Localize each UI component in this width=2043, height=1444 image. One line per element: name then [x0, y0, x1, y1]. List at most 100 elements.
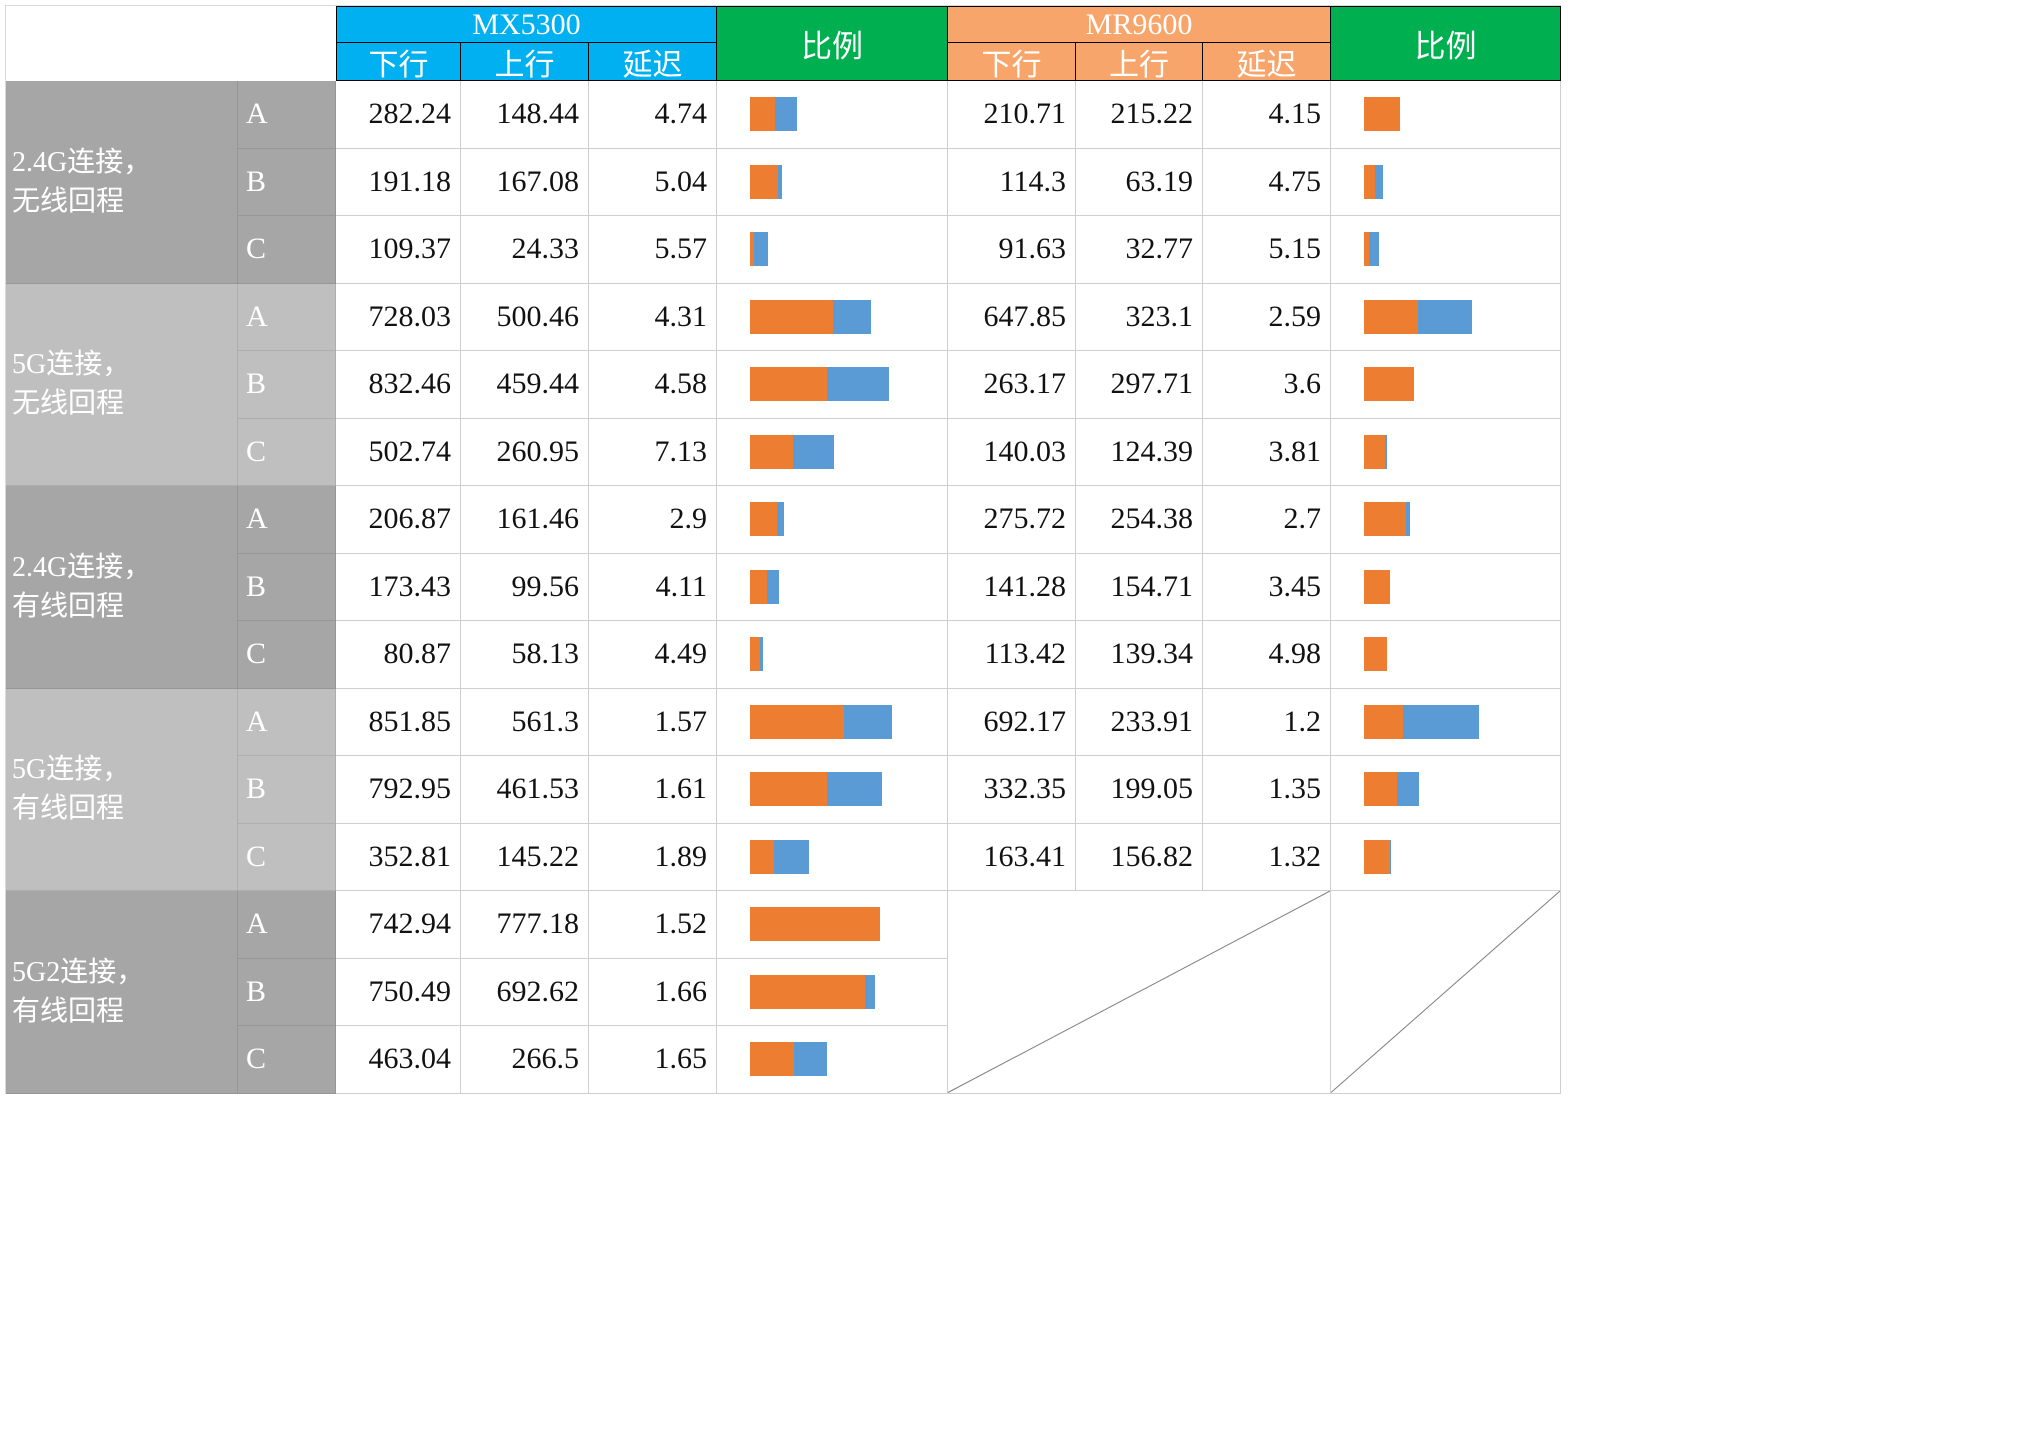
row-label: A — [238, 891, 336, 959]
mr-latency-cell: 2.59 — [1203, 283, 1331, 351]
group-label-line1: 5G连接， — [12, 754, 131, 786]
uplink-bar — [750, 772, 827, 807]
uplink-bar — [750, 367, 827, 402]
mx-ratio-cell — [717, 891, 948, 959]
mr-up-cell: 215.22 — [1076, 81, 1203, 149]
ratio-bar — [1364, 839, 1560, 874]
mr-ratio-cell — [1331, 148, 1561, 216]
uplink-bar — [750, 1042, 795, 1077]
mx-up-cell: 148.44 — [461, 81, 589, 149]
ratio-bar — [750, 164, 947, 199]
mx-up-cell: 24.33 — [461, 216, 589, 284]
mr-latency-cell: 4.15 — [1203, 81, 1331, 149]
diagonal-line — [1331, 891, 1560, 1093]
mr-latency-cell: 3.81 — [1203, 418, 1331, 486]
mx-latency-cell: 1.66 — [589, 958, 717, 1026]
ratio-bar — [1364, 434, 1560, 469]
uplink-bar — [750, 569, 767, 604]
group-label-5g-wired: 5G连接， 有线回程 — [6, 688, 238, 891]
group-label-line2: 无线回程 — [12, 185, 125, 217]
mr-up-cell: 233.91 — [1076, 688, 1203, 756]
mr-up-cell: 154.71 — [1076, 553, 1203, 621]
mr-down-cell: 692.17 — [948, 688, 1076, 756]
mx-up-cell: 58.13 — [461, 621, 589, 689]
mr-down-cell: 647.85 — [948, 283, 1076, 351]
uplink-bar — [750, 299, 834, 334]
row-label: B — [238, 553, 336, 621]
row-label: A — [238, 688, 336, 756]
mr-latency-cell: 4.98 — [1203, 621, 1331, 689]
mr-latency-header: 延迟 — [1203, 43, 1331, 82]
ratio-bar — [750, 299, 947, 334]
mx-up-cell: 459.44 — [461, 351, 589, 419]
mr-down-header: 下行 — [948, 43, 1076, 82]
mx-latency-cell: 1.61 — [589, 756, 717, 824]
row-label: B — [238, 958, 336, 1026]
mx-up-cell: 692.62 — [461, 958, 589, 1026]
group-label-line1: 5G连接， — [12, 349, 131, 381]
ratio-bar — [750, 772, 947, 807]
mx-ratio-cell — [717, 688, 948, 756]
uplink-bar — [1364, 367, 1414, 402]
mx-up-cell: 167.08 — [461, 148, 589, 216]
mx-ratio-cell — [717, 418, 948, 486]
mr-ratio-cell — [1331, 553, 1561, 621]
mr-down-cell: 141.28 — [948, 553, 1076, 621]
mx-ratio-cell — [717, 553, 948, 621]
uplink-bar — [1364, 232, 1370, 267]
mx5300-header: MX5300 — [336, 6, 717, 43]
mr9600-header: MR9600 — [948, 6, 1331, 43]
comparison-table: MX5300 比例 MR9600 比例 下行 上行 延迟 下行 上行 延迟 2.… — [5, 5, 1561, 1094]
mx-down-cell: 502.74 — [336, 418, 461, 486]
uplink-bar — [1364, 164, 1375, 199]
group-label-24g-wired: 2.4G连接， 有线回程 — [6, 486, 238, 689]
mx-latency-cell: 1.65 — [589, 1026, 717, 1094]
ratio-bar — [750, 434, 947, 469]
ratio-bar — [1364, 637, 1560, 672]
mr-latency-cell: 4.75 — [1203, 148, 1331, 216]
mx-latency-header: 延迟 — [589, 43, 717, 82]
mr-down-cell: 113.42 — [948, 621, 1076, 689]
row-label: C — [238, 823, 336, 891]
mx-down-cell: 463.04 — [336, 1026, 461, 1094]
mx-latency-cell: 4.31 — [589, 283, 717, 351]
mx-latency-cell: 4.49 — [589, 621, 717, 689]
mx-up-cell: 777.18 — [461, 891, 589, 959]
mr-up-header: 上行 — [1076, 43, 1203, 82]
uplink-bar — [750, 164, 778, 199]
mx-ratio-cell — [717, 621, 948, 689]
mx-latency-cell: 1.57 — [589, 688, 717, 756]
uplink-bar — [750, 434, 794, 469]
mr-up-cell: 297.71 — [1076, 351, 1203, 419]
mr-down-cell: 210.71 — [948, 81, 1076, 149]
mx-up-cell: 561.3 — [461, 688, 589, 756]
group-label-line1: 5G2连接， — [12, 956, 145, 988]
mr-up-cell: 323.1 — [1076, 283, 1203, 351]
row-label: C — [238, 216, 336, 284]
mx-down-cell: 109.37 — [336, 216, 461, 284]
mr-latency-cell: 5.15 — [1203, 216, 1331, 284]
mx-up-cell: 145.22 — [461, 823, 589, 891]
row-label: B — [238, 148, 336, 216]
mx-latency-cell: 5.04 — [589, 148, 717, 216]
group-label-line2: 无线回程 — [12, 388, 125, 420]
uplink-bar — [750, 97, 775, 132]
ratio-bar — [1364, 569, 1560, 604]
mx-down-cell: 728.03 — [336, 283, 461, 351]
mx-ratio-cell — [717, 756, 948, 824]
mx-ratio-cell — [717, 1026, 948, 1094]
mx-ratio-cell — [717, 283, 948, 351]
group-label-line2: 有线回程 — [12, 590, 125, 622]
uplink-bar — [1364, 299, 1418, 334]
ratio-bar — [1364, 299, 1560, 334]
ratio-bar — [750, 907, 947, 942]
uplink-bar — [1364, 704, 1403, 739]
mx-down-cell: 352.81 — [336, 823, 461, 891]
mr-ratio-cell — [1331, 756, 1561, 824]
mr-ratio-cell — [1331, 81, 1561, 149]
mx-down-cell: 832.46 — [336, 351, 461, 419]
row-label: B — [238, 756, 336, 824]
ratio-bar — [1364, 367, 1560, 402]
ratio-bar — [1364, 232, 1560, 267]
ratio-bar — [750, 502, 947, 537]
